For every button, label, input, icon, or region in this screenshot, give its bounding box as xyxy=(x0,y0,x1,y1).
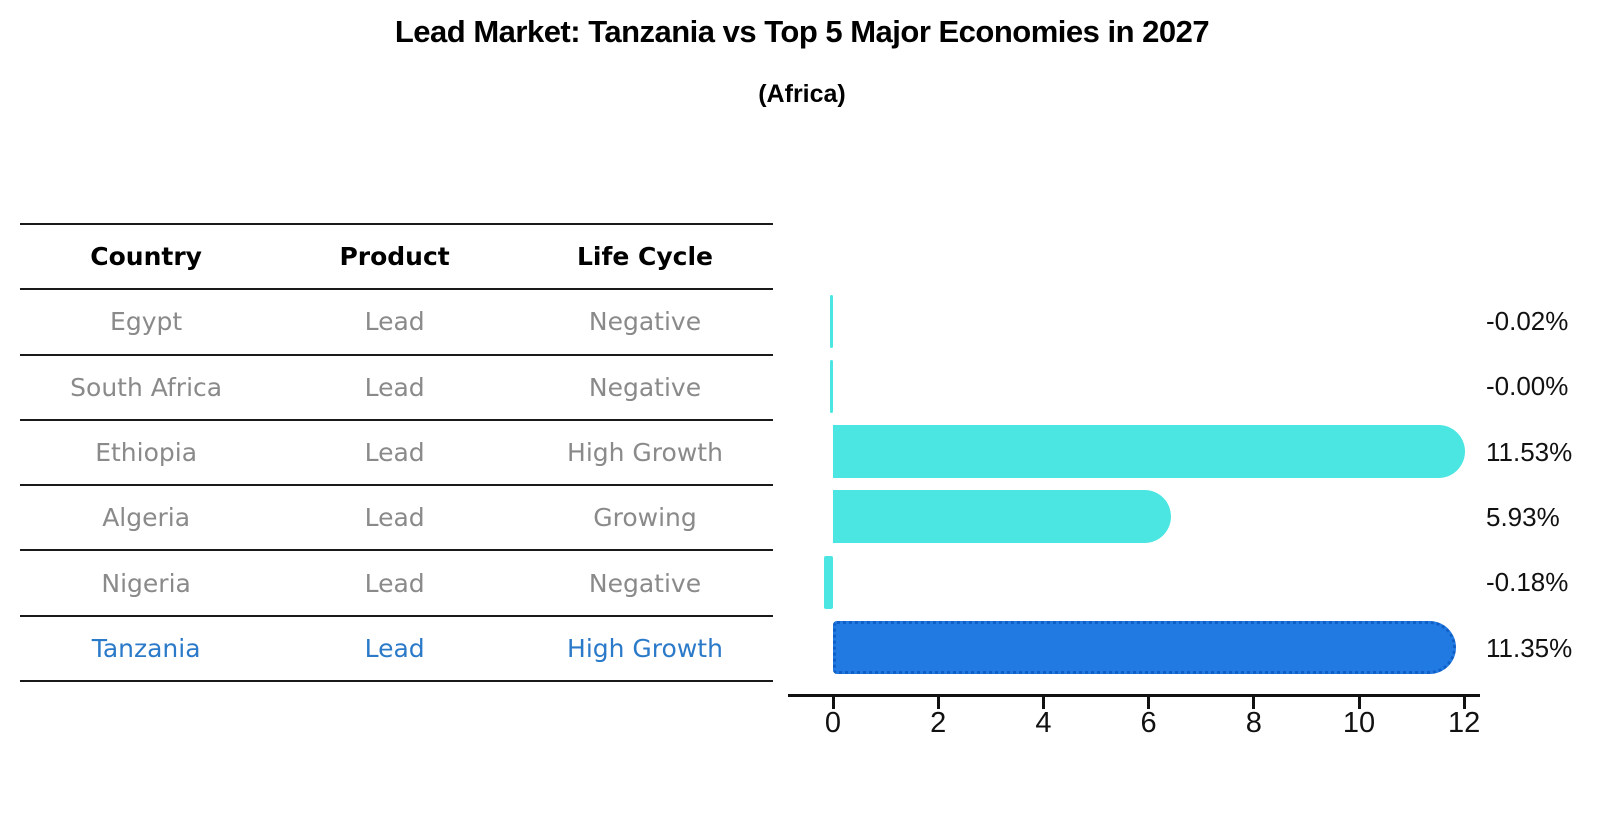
x-tick-label: 6 xyxy=(1140,707,1157,739)
country-cell: South Africa xyxy=(70,372,223,402)
country-cell: Ethiopia xyxy=(95,438,198,468)
product-cell: Lead xyxy=(364,372,425,402)
value-label-algeria: 5.93% xyxy=(1486,501,1560,532)
table-row-algeria: Algeria Lead Growing xyxy=(20,486,773,552)
bar-algeria xyxy=(833,490,1171,544)
product-cell: Lead xyxy=(364,438,425,468)
country-cell: Egypt xyxy=(110,307,183,337)
column-header-product: Product xyxy=(339,242,450,272)
x-tick-label: 4 xyxy=(1035,707,1052,739)
column-header-life-cycle: Life Cycle xyxy=(576,242,713,272)
table-row-nigeria: Nigeria Lead Negative xyxy=(20,551,773,617)
x-tick-label: 12 xyxy=(1448,707,1481,739)
table-row-south-africa: South Africa Lead Negative xyxy=(20,356,773,421)
chart-title: Lead Market: Tanzania vs Top 5 Major Eco… xyxy=(394,14,1210,49)
value-label-tanzania: 11.35% xyxy=(1486,632,1573,663)
product-cell: Lead xyxy=(364,503,425,533)
table-row-egypt: Egypt Lead Negative xyxy=(20,290,773,356)
x-tick-label: 2 xyxy=(930,707,947,739)
bar-egypt xyxy=(830,294,833,348)
country-table: Country Product Life Cycle Egypt Lead Ne… xyxy=(20,223,773,683)
x-tick-mark xyxy=(1252,697,1256,709)
bar-ethiopia xyxy=(833,425,1466,479)
life-cycle-cell: Negative xyxy=(588,372,702,402)
value-label-south-africa: -0.00% xyxy=(1486,371,1569,402)
x-tick-mark xyxy=(936,697,940,709)
life-cycle-cell: Negative xyxy=(588,568,702,598)
product-cell: Lead xyxy=(364,633,425,663)
bar-tanzania xyxy=(833,621,1456,674)
x-tick-label: 10 xyxy=(1342,707,1376,739)
x-tick-mark xyxy=(1041,697,1045,709)
table-row-ethiopia: Ethiopia Lead High Growth xyxy=(20,421,773,487)
x-tick-mark xyxy=(1147,697,1151,709)
x-tick-mark xyxy=(1462,697,1466,709)
x-tick-label: 8 xyxy=(1245,707,1262,739)
country-cell: Algeria xyxy=(102,503,191,533)
product-cell: Lead xyxy=(364,307,425,337)
x-tick-label: 0 xyxy=(824,707,842,739)
country-cell: Tanzania xyxy=(91,633,201,663)
bar-south-africa xyxy=(830,359,833,413)
country-cell: Nigeria xyxy=(101,568,191,598)
chart-subtitle: (Africa) xyxy=(758,80,846,108)
life-cycle-cell: Negative xyxy=(588,307,702,337)
bar-nigeria xyxy=(823,555,833,609)
life-cycle-cell: High Growth xyxy=(567,438,723,468)
x-axis-line xyxy=(788,694,1480,697)
table-row-tanzania: Tanzania Lead High Growth xyxy=(20,617,773,683)
value-label-egypt: -0.02% xyxy=(1486,306,1569,336)
value-label-ethiopia: 11.53% xyxy=(1486,436,1573,467)
x-tick-mark xyxy=(1357,697,1361,709)
x-tick-mark xyxy=(831,697,835,709)
life-cycle-cell: Growing xyxy=(593,503,697,533)
value-label-nigeria: -0.18% xyxy=(1486,567,1569,598)
life-cycle-cell: High Growth xyxy=(567,633,723,663)
product-cell: Lead xyxy=(364,568,425,598)
table-header-row: Country Product Life Cycle xyxy=(20,225,773,291)
column-header-country: Country xyxy=(90,242,202,272)
